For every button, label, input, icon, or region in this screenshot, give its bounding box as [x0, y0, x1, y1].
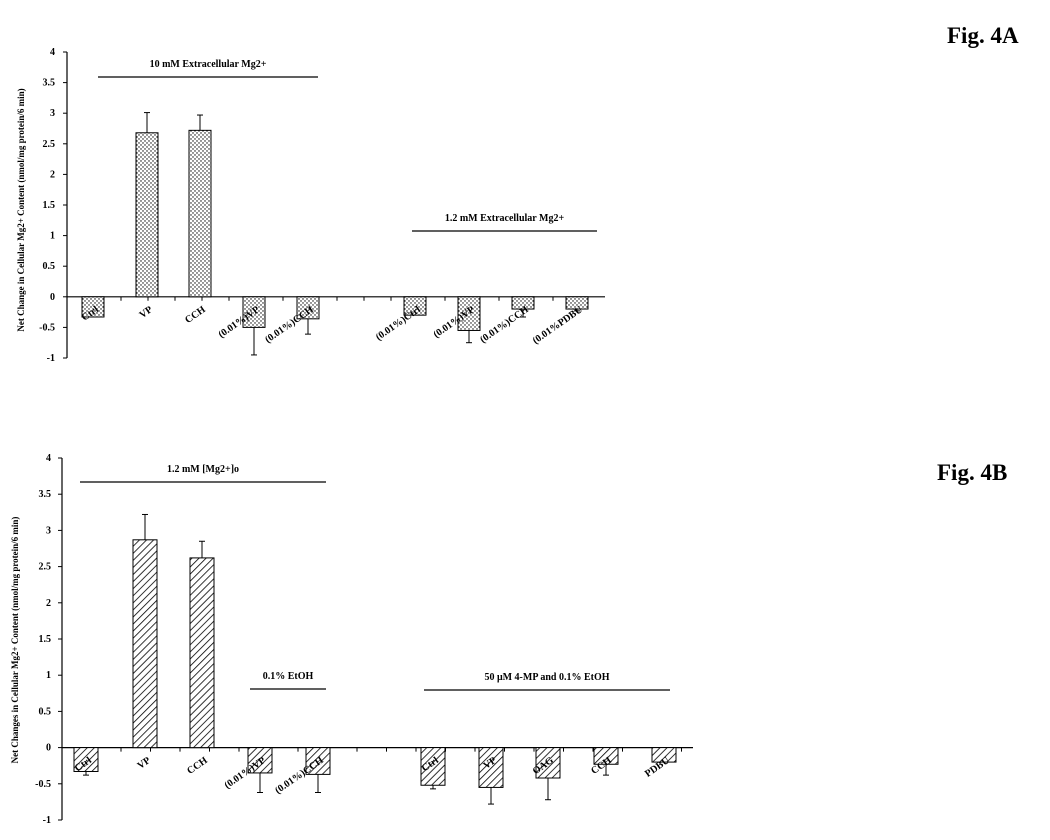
y-tick-label: 1.5 [39, 634, 52, 645]
annotation-label: 0.1% EtOH [263, 671, 314, 682]
y-tick-label: 3 [46, 525, 51, 536]
x-category-label: VP [137, 304, 154, 321]
bar [188, 129, 212, 298]
bar [403, 296, 427, 316]
y-tick-label: 1 [46, 670, 51, 681]
annotation-label: 1.2 mM [Mg2+]o [167, 464, 239, 475]
y-tick-label: 4 [46, 453, 51, 464]
y-tick-label: 1.5 [43, 200, 56, 211]
x-category-label: (0.01%PDBU [531, 304, 585, 346]
bar [189, 557, 215, 749]
bar [81, 296, 105, 318]
bar [511, 296, 535, 310]
y-tick-label: -0.5 [35, 779, 51, 790]
bar [651, 747, 677, 763]
x-category-label: (0.01%)CCH [478, 304, 531, 345]
annotation-label: 50 μM 4-MP and 0.1% EtOH [484, 672, 609, 683]
y-tick-label: 3 [50, 108, 55, 119]
annotation-label: 1.2 mM Extracellular Mg2+ [445, 213, 565, 224]
bar [593, 747, 619, 765]
x-category-label: (0.01%)Ctrl [374, 304, 423, 343]
y-tick-label: 2.5 [43, 139, 56, 150]
bar [247, 747, 273, 774]
annotation-label: 10 mM Extracellular Mg2+ [150, 59, 267, 70]
y-tick-label: 4 [50, 47, 55, 58]
y-axis-label-a: Net Change in Cellular Mg2+ Content (nmo… [16, 88, 26, 331]
fig-label-a: Fig. 4A [947, 23, 1019, 48]
y-tick-label: 1 [50, 231, 55, 242]
y-axis-label-b: Net Changes in Cellular Mg2+ Content (nm… [10, 517, 20, 764]
bar [420, 747, 446, 786]
chart-panel-b: Fig. 4B Net Changes in Cellular Mg2+ Con… [10, 453, 1007, 826]
y-tick-label: 0.5 [43, 261, 56, 272]
bar [478, 747, 504, 788]
bar [305, 747, 331, 775]
bar [565, 296, 589, 310]
chart-panel-a: Fig. 4A Net Change in Cellular Mg2+ Cont… [16, 23, 1019, 364]
y-tick-label: 0 [46, 743, 51, 754]
y-tick-label: 3.5 [39, 489, 52, 500]
y-tick-label: -1 [47, 353, 55, 364]
bar [132, 539, 158, 749]
y-tick-label: 2 [46, 598, 51, 609]
y-tick-label: 0.5 [39, 706, 52, 717]
x-category-label: CCH [185, 755, 210, 777]
x-category-label: VP [135, 755, 152, 772]
y-tick-label: 2.5 [39, 562, 52, 573]
y-tick-label: -0.5 [39, 322, 55, 333]
y-tick-label: 3.5 [43, 78, 56, 89]
y-tick-label: 0 [50, 292, 55, 303]
bar [135, 132, 159, 298]
y-tick-label: 2 [50, 169, 55, 180]
x-category-label: CCH [183, 304, 208, 326]
y-tick-label: -1 [43, 815, 51, 826]
fig-label-b: Fig. 4B [937, 460, 1007, 485]
